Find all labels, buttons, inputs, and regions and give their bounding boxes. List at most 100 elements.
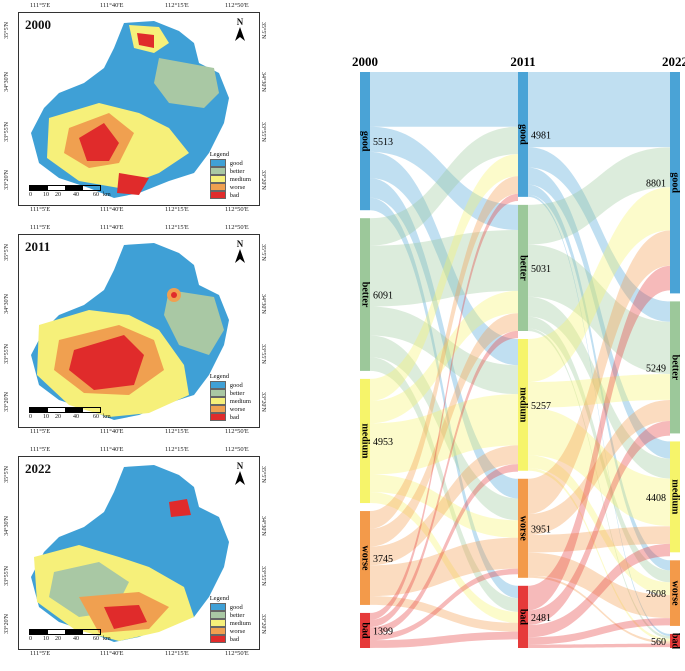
node-label-2011-medium: medium <box>518 387 529 423</box>
sankey-link-bad-to-bad <box>528 643 670 648</box>
sankey-link-worse-to-medium <box>370 445 518 566</box>
north-arrow-icon: N <box>229 461 251 487</box>
sankey-link-good-to-medium <box>528 167 670 459</box>
column-header-2000: 2000 <box>352 54 378 69</box>
sankey-node-2022-medium <box>670 441 680 553</box>
sankey-link-worse-to-worse <box>528 552 670 619</box>
node-label-2000-worse: worse <box>360 545 371 571</box>
sankey-link-worse-to-bad <box>528 575 670 644</box>
sankey-link-better-to-good <box>370 126 518 246</box>
node-value-2011-bad: 2481 <box>531 613 551 624</box>
map-year: 2011 <box>25 239 51 254</box>
sankey-link-worse-to-good <box>370 176 518 529</box>
sankey-link-better-to-worse <box>528 316 670 583</box>
map-year: 2000 <box>25 17 51 32</box>
sankey-node-2000-good <box>360 72 370 211</box>
map-legend: Legend good better medium worse bad <box>209 595 251 643</box>
sankey-link-medium-to-medium <box>370 394 518 475</box>
sankey-link-good-to-better <box>370 126 518 230</box>
sankey-node-2011-better <box>518 204 528 331</box>
map-2000 <box>31 21 229 198</box>
map-panel-2022: 2022 N Legend good better medium worse b… <box>4 446 266 657</box>
node-value-2011-medium: 5257 <box>531 401 551 412</box>
sankey-link-bad-to-bad <box>370 631 518 648</box>
sankey-link-bad-to-medium <box>370 464 518 635</box>
map-frame: 2011 N Legend good better medium worse b… <box>18 234 260 428</box>
north-arrow-icon: N <box>229 17 251 43</box>
node-value-2011-good: 4981 <box>531 130 551 141</box>
scale-bar: 0 10 20 40 60 km <box>29 407 111 421</box>
scale-bar: 0 10 20 40 60 km <box>29 629 111 643</box>
region-bad <box>169 499 191 517</box>
sankey-link-medium-to-better <box>528 374 670 408</box>
sankey-link-better-to-medium <box>528 296 670 479</box>
node-value-2011-better: 5031 <box>531 264 551 275</box>
node-value-2022-medium: 4408 <box>646 493 666 504</box>
region-better <box>164 290 224 355</box>
node-value-2000-good: 5513 <box>373 137 393 148</box>
sankey-link-medium-to-worse <box>370 474 518 538</box>
sankey-node-2011-medium <box>518 338 528 471</box>
sankey-link-better-to-good <box>528 147 670 245</box>
node-label-2011-good: good <box>518 124 529 145</box>
node-value-2022-bad: 560 <box>651 637 666 648</box>
map-frame: 2022 N Legend good better medium worse b… <box>18 456 260 650</box>
node-label-2000-medium: medium <box>360 423 371 459</box>
sankey-links <box>370 72 670 648</box>
sankey-link-medium-to-good <box>528 187 670 383</box>
sankey-link-bad-to-good <box>370 193 518 621</box>
node-value-2022-better: 5249 <box>646 363 666 374</box>
column-header-2011: 2011 <box>510 54 535 69</box>
sankey-node-2011-bad <box>518 585 528 648</box>
sankey-link-medium-to-good <box>370 154 518 401</box>
sankey-link-medium-to-medium <box>528 407 670 527</box>
node-label-2022-worse: worse <box>670 581 681 607</box>
sankey-link-better-to-better <box>528 244 670 374</box>
sankey-link-bad-to-medium <box>528 543 670 638</box>
sankey-link-good-to-good <box>370 72 518 127</box>
sankey-link-bad-to-worse <box>370 568 518 641</box>
sankey-link-worse-to-good <box>528 230 670 514</box>
node-label-2000-better: better <box>360 282 371 308</box>
sankey-node-2022-bad <box>670 633 680 648</box>
sankey-link-good-to-good <box>528 72 670 148</box>
scale-bar: 0 10 20 40 60 km <box>29 185 111 199</box>
sankey-link-good-to-worse <box>528 184 670 571</box>
node-label-2011-worse: worse <box>518 516 529 542</box>
sankey-link-medium-to-bad <box>370 492 518 623</box>
node-label-2022-good: good <box>670 172 681 193</box>
sankey-node-2011-worse <box>518 478 528 578</box>
sankey-link-better-to-bad <box>528 328 670 639</box>
region-bad <box>137 33 154 48</box>
map-frame: 2000 N Legend good better medium worse b… <box>18 12 260 206</box>
region-better <box>154 58 219 108</box>
node-label-2011-better: better <box>518 255 529 281</box>
sankey-link-medium-to-better <box>370 290 518 424</box>
sankey-node-2000-better <box>360 218 370 371</box>
sankey-node-2011-good <box>518 72 528 197</box>
region-bad <box>171 292 177 298</box>
node-label-2022-medium: medium <box>670 479 681 515</box>
node-value-2000-better: 6091 <box>373 291 393 302</box>
map-2022 <box>31 465 229 642</box>
map-panel-2011: 2011 N Legend good better medium worse b… <box>4 224 266 435</box>
node-value-2000-medium: 4953 <box>373 437 393 448</box>
sankey-node-2000-bad <box>360 612 370 648</box>
node-label-2022-better: better <box>670 355 681 381</box>
sankey-link-bad-to-worse <box>528 618 670 645</box>
map-panel-2000: 2000 N Legend good better medium worse b… <box>4 2 266 213</box>
sankey-link-medium-to-worse <box>528 455 670 596</box>
sankey-link-worse-to-better <box>528 399 670 535</box>
node-label-2000-bad: bad <box>360 622 371 639</box>
sankey-link-worse-to-better <box>370 313 518 547</box>
sankey-link-bad-to-better <box>528 421 670 625</box>
sankey-node-2022-better <box>670 301 680 434</box>
sankey-link-worse-to-worse <box>370 537 518 597</box>
sankey-link-worse-to-bad <box>370 596 518 632</box>
sankey-link-worse-to-medium <box>528 526 670 553</box>
region-bad <box>69 335 144 390</box>
sankey-node-2022-worse <box>670 560 680 626</box>
sankey-link-good-to-bad <box>528 194 670 637</box>
node-value-2022-good: 8801 <box>646 179 666 190</box>
